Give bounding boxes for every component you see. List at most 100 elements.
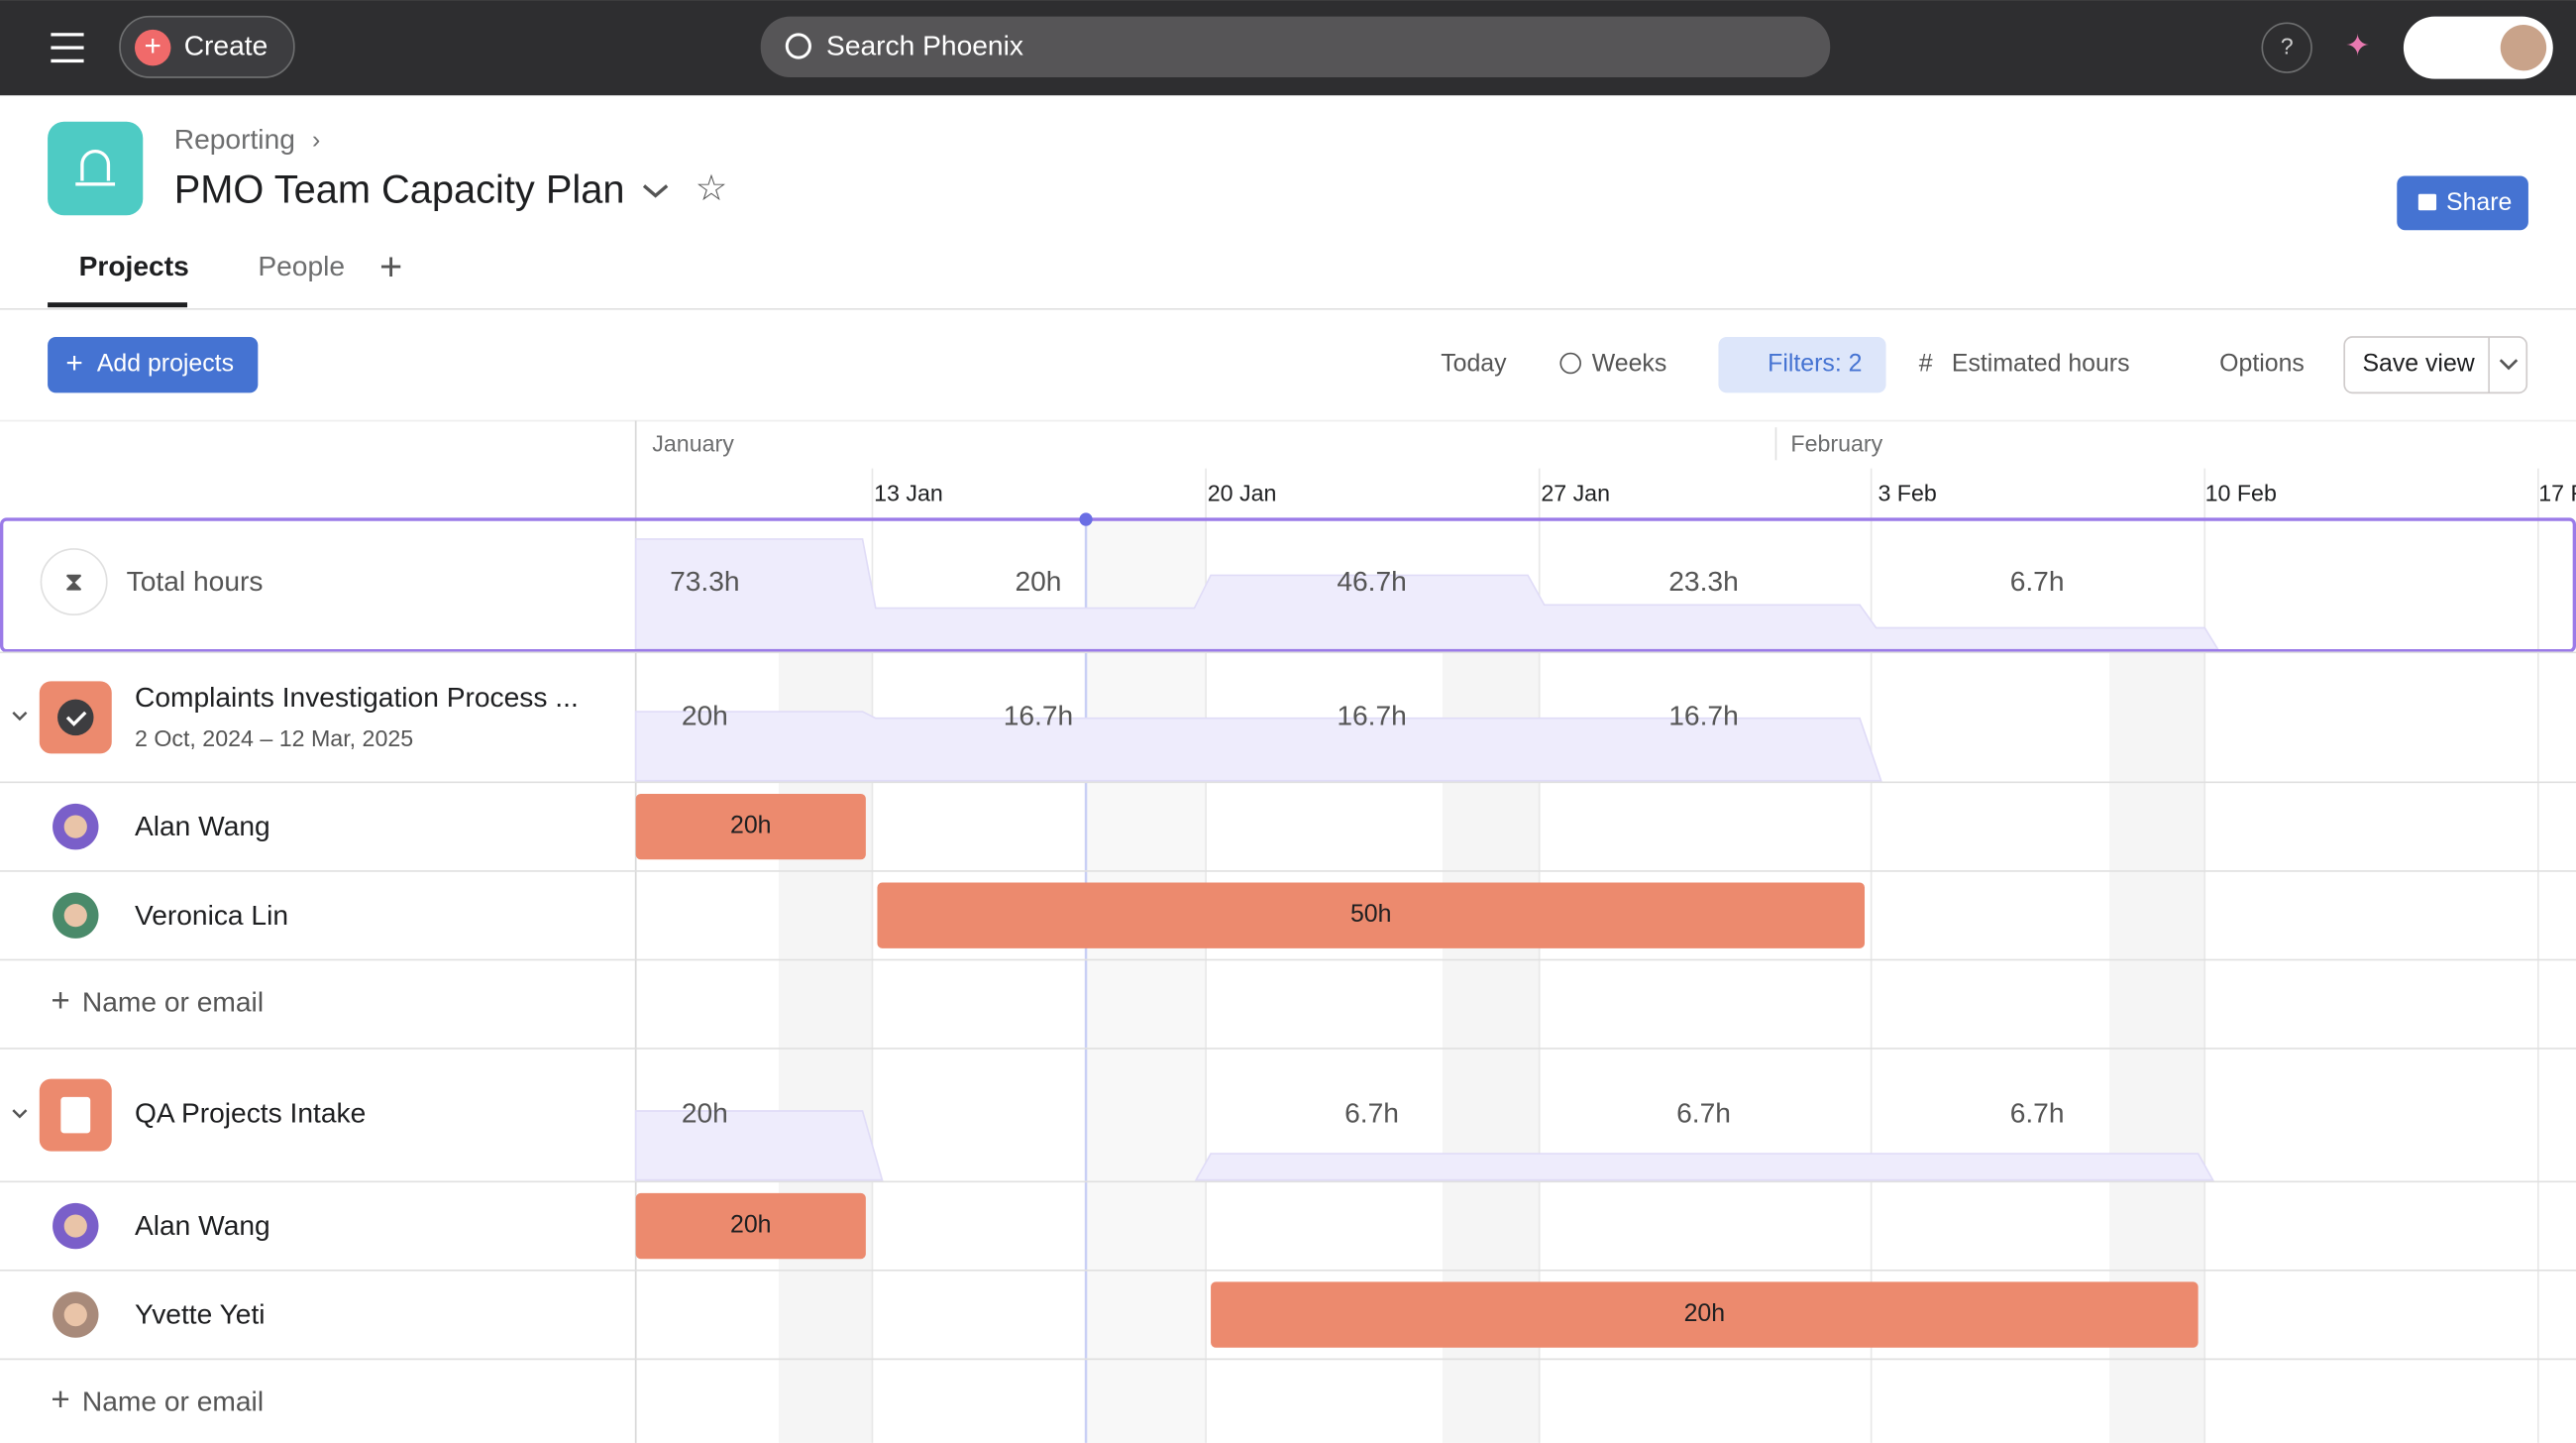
check-circle (57, 699, 94, 736)
week-label: 3 Feb (1878, 480, 1936, 505)
plus: + (51, 1382, 69, 1418)
hourglass-icon (40, 548, 108, 616)
tab-projects[interactable]: Projects (79, 250, 189, 281)
total-value: 23.3h (1668, 565, 1739, 597)
allocation-hours: 20h (730, 812, 771, 839)
project-dates: 2 Oct, 2024 – 12 Mar, 2025 (135, 725, 413, 751)
star-icon[interactable]: ☆ (696, 167, 728, 208)
allocation-hours: 20h (1684, 1299, 1725, 1327)
project-total: 16.7h (1337, 699, 1407, 730)
page-title: PMO Team Capacity Plan (174, 168, 625, 212)
allocation-bar[interactable] (635, 793, 866, 860)
week-label: 10 Feb (2205, 480, 2277, 505)
plus: + (65, 347, 82, 380)
project-area (634, 1110, 2214, 1181)
hourglass-glyph: ⧗ (64, 567, 83, 597)
estimated-button[interactable]: Estimated hours (1952, 350, 2130, 378)
share-button[interactable] (2397, 175, 2528, 231)
breadcrumb[interactable]: Reporting (174, 123, 295, 155)
member-name: Veronica Lin (135, 899, 288, 931)
menu-icon[interactable] (51, 33, 84, 63)
allocation-bar[interactable] (877, 882, 1866, 948)
create-icon (134, 29, 171, 66)
project-total: 6.7h (2010, 1097, 2065, 1129)
week-label: 27 Jan (1541, 480, 1610, 505)
total-area (634, 538, 2220, 650)
allocation-hours: 50h (1350, 900, 1391, 928)
add-member[interactable]: Name or email (82, 986, 264, 1018)
tab-people[interactable]: People (258, 250, 345, 281)
list-glyph (60, 1096, 91, 1134)
ai-icon[interactable]: ✦ (2345, 30, 2370, 62)
today-shade (1086, 519, 1207, 1443)
share-label: Share (2446, 188, 2512, 216)
filters-button[interactable] (1718, 336, 1886, 393)
title-dropdown[interactable] (642, 184, 669, 198)
avatar-face (63, 904, 87, 928)
allocation-bar[interactable] (635, 1192, 866, 1260)
collapse-chevron[interactable] (12, 712, 28, 722)
report-glyph (75, 149, 116, 186)
week-label: 17 Feb (2538, 480, 2576, 505)
project-total: 16.7h (1004, 699, 1074, 730)
member-name: Alan Wang (135, 810, 270, 841)
member-name: Alan Wang (135, 1209, 270, 1241)
today-button[interactable]: Today (1441, 350, 1507, 378)
search-placeholder: Search Phoenix (826, 30, 1023, 61)
week-label: 13 Jan (874, 480, 943, 505)
create-label: Create (184, 30, 268, 61)
project-total: 20h (682, 699, 728, 730)
chevron: › (312, 126, 320, 154)
total-label: Total hours (127, 565, 264, 597)
allocation-hours: 20h (730, 1211, 771, 1239)
avatar-face (63, 1214, 87, 1238)
total-value: 6.7h (2010, 565, 2065, 597)
allocation-bar[interactable] (1211, 1281, 2199, 1348)
lock-icon (2417, 193, 2437, 211)
project-name[interactable]: Complaints Investigation Process ... (135, 681, 579, 713)
month-label: February (1790, 431, 1882, 457)
today-dot (1079, 512, 1093, 526)
plus: + (144, 30, 161, 62)
options-button[interactable]: Options (2219, 350, 2305, 378)
search-icon (785, 33, 811, 59)
add-projects-button[interactable] (48, 336, 259, 393)
save-view-button[interactable] (2343, 336, 2528, 394)
filters-label: Filters: 2 (1768, 350, 1862, 378)
weeks-button[interactable]: Weeks (1592, 350, 1667, 378)
avatar-face (63, 815, 87, 838)
project-area (634, 711, 1882, 782)
report-icon (48, 121, 144, 216)
help-button[interactable] (2261, 22, 2312, 73)
total-value: 73.3h (670, 565, 740, 597)
plus: + (51, 982, 69, 1019)
total-value: 20h (1015, 565, 1061, 597)
help-label: ? (2281, 33, 2294, 58)
save-view-label: Save view (2362, 350, 2475, 378)
week-label: 20 Jan (1208, 480, 1277, 505)
project-total: 20h (682, 1097, 728, 1129)
total-value: 46.7h (1337, 565, 1407, 597)
tab-indicator (48, 302, 188, 308)
hash-icon: # (1919, 350, 1933, 378)
save-dropdown[interactable] (2499, 359, 2519, 371)
avatar (2500, 24, 2547, 71)
project-total: 16.7h (1668, 699, 1739, 730)
project-total: 6.7h (1344, 1097, 1399, 1129)
zoom-icon (1559, 352, 1581, 375)
month-label: January (652, 431, 734, 457)
add-projects-label: Add projects (97, 350, 234, 378)
project-total: 6.7h (1676, 1097, 1731, 1129)
content: January February 13 Jan 20 Jan 27 Jan 3 Feb 10… (0, 431, 2576, 1418)
check-mark (65, 711, 87, 726)
search-bar[interactable] (760, 16, 1831, 78)
avatar-face (63, 1302, 87, 1327)
project-name[interactable]: QA Projects Intake (135, 1097, 366, 1129)
member-name: Yvette Yeti (135, 1298, 266, 1330)
add-member[interactable]: Name or email (82, 1386, 264, 1417)
add-tab[interactable]: + (379, 246, 402, 289)
total-row-border (0, 517, 2576, 653)
collapse-chevron[interactable] (12, 1109, 28, 1119)
